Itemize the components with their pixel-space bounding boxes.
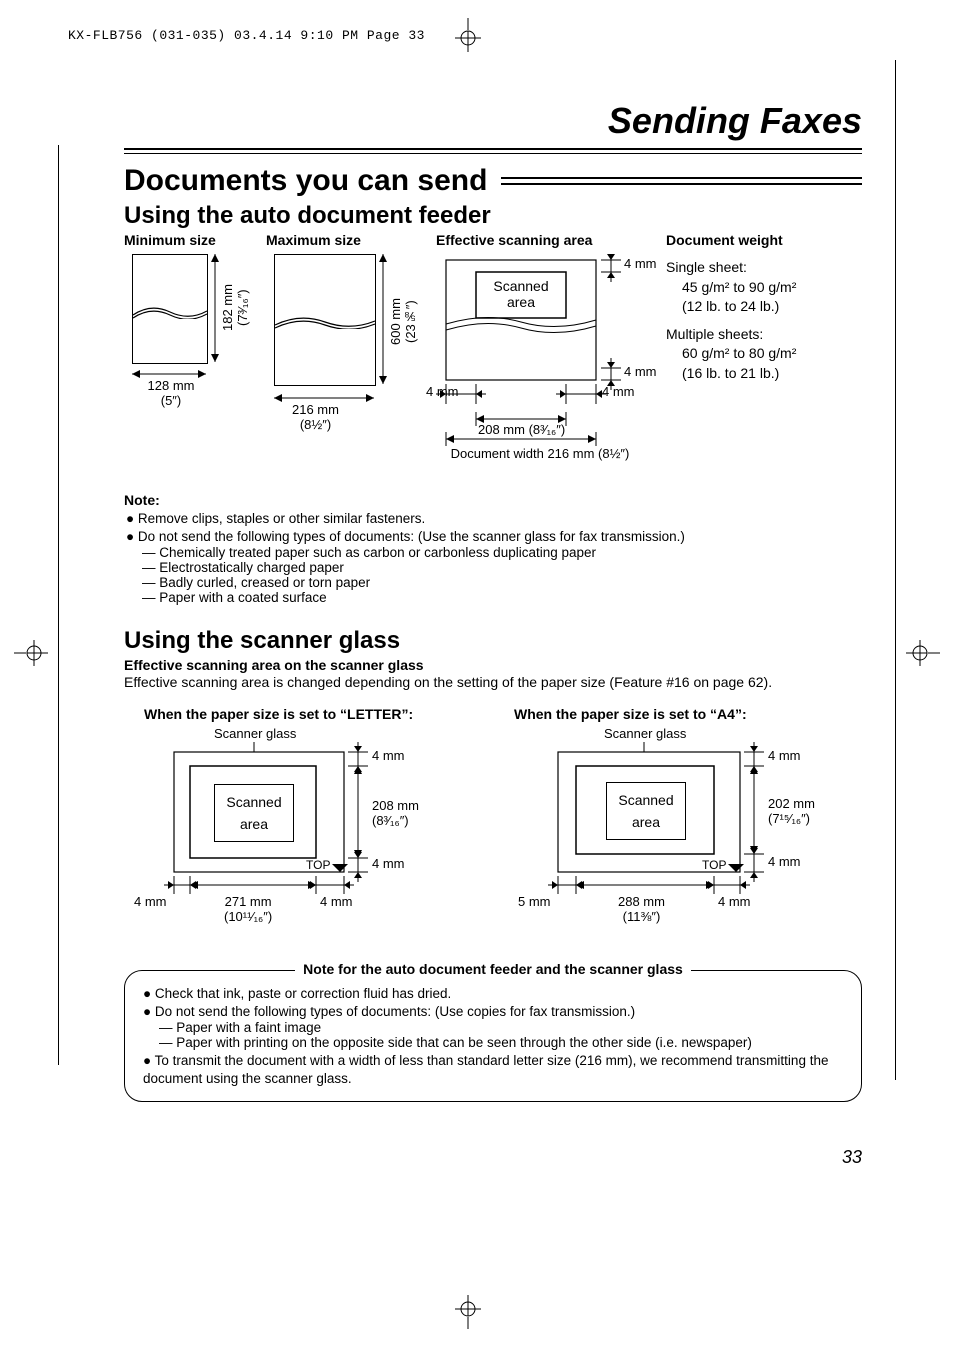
note-subitem: Badly curled, creased or torn paper: [142, 575, 862, 590]
dim-4mm: 4 mm: [768, 854, 801, 869]
col-header-min: Minimum size: [124, 232, 266, 248]
note-item: Do not send the following types of docum…: [126, 528, 862, 546]
dim-ml: 5 mm: [518, 894, 551, 909]
dim-max-height-in: (23⅝″): [403, 301, 418, 344]
note-subitem: Chemically treated paper such as carbon …: [142, 545, 862, 560]
paragraph-heading: Effective scanning area on the scanner g…: [124, 657, 862, 673]
dim-inner-width: 208 mm (8³⁄₁₆″): [478, 422, 565, 437]
scan-label: Scanned: [493, 278, 548, 294]
note-item: To transmit the document with a width of…: [143, 1052, 845, 1087]
col-header-weight: Document weight: [666, 232, 862, 248]
dim-h-mm: 208 mm: [372, 798, 419, 813]
rule: [124, 148, 862, 154]
dim-4mm: 4 mm: [372, 856, 405, 871]
notes-list: Remove clips, staples or other similar f…: [126, 510, 862, 545]
weight-single-value: 45 g/m² to 90 g/m²: [666, 278, 862, 298]
dim-4mm: 4 mm: [426, 384, 459, 399]
col-header-eff: Effective scanning area: [436, 232, 666, 248]
scan-label2: area: [215, 816, 293, 832]
trim-line: [895, 60, 896, 1080]
top-label: TOP: [306, 858, 330, 872]
crop-mark-left: [14, 640, 48, 666]
section-heading: Documents you can send: [124, 164, 862, 198]
note-item: Do not send the following types of docum…: [143, 1003, 845, 1021]
scan-label: Scanned: [215, 794, 293, 810]
scan-label2: area: [607, 814, 685, 830]
note-box: Note for the auto document feeder and th…: [124, 970, 862, 1102]
note-subitem: Paper with a faint image: [159, 1020, 845, 1035]
col-header-max: Maximum size: [266, 232, 436, 248]
dim-min-height-mm: 182 mm: [220, 285, 235, 332]
dim-4mm: 4 mm: [624, 256, 657, 271]
top-label: TOP: [702, 858, 726, 872]
weight-single-label: Single sheet:: [666, 258, 862, 278]
note-item: Check that ink, paste or correction flui…: [143, 985, 845, 1003]
notes-sublist: Chemically treated paper such as carbon …: [124, 545, 862, 605]
dim-w-in: (10¹¹⁄₁₆″): [224, 909, 272, 924]
letter-title: When the paper size is set to “LETTER”:: [124, 706, 454, 722]
trim-line: [58, 145, 59, 1065]
crop-mark-top: [455, 18, 481, 52]
weight-multi-lb: (16 lb. to 21 lb.): [666, 364, 862, 384]
subsection-heading: Using the scanner glass: [124, 627, 862, 655]
dim-w-in: (11⅜″): [623, 909, 661, 924]
dim-h-in: (7¹⁵⁄₁₆″): [768, 811, 810, 826]
dim-4mm: 4 mm: [372, 748, 405, 763]
note-subitem: Paper with a coated surface: [142, 590, 862, 605]
body-text: Effective scanning area is changed depen…: [124, 673, 862, 692]
weight-multi-label: Multiple sheets:: [666, 325, 862, 345]
crop-mark-right: [906, 640, 940, 666]
dim-ml: 4 mm: [134, 894, 167, 909]
dim-h-in: (8³⁄₁₆″): [372, 813, 409, 828]
section-heading-text: Documents you can send: [124, 164, 487, 198]
notes-list: To transmit the document with a width of…: [143, 1052, 845, 1087]
chapter-title: Sending Faxes: [124, 100, 862, 142]
dim-4mm: 4 mm: [624, 364, 657, 379]
rule: [501, 177, 862, 185]
dim-mr: 4 mm: [320, 894, 353, 909]
a4-title: When the paper size is set to “A4”:: [514, 706, 844, 722]
notes-sublist: Paper with a faint image Paper with prin…: [141, 1020, 845, 1050]
dim-doc-width: Document width 216 mm (8½″): [420, 446, 660, 461]
weight-multi-value: 60 g/m² to 80 g/m²: [666, 344, 862, 364]
dim-min-width-in: (5″): [161, 393, 182, 408]
dim-min-width-mm: 128 mm: [148, 378, 195, 393]
dim-max-width-in: (8½″): [300, 417, 331, 432]
crop-mark-bottom: [455, 1295, 481, 1329]
dim-w-mm: 288 mm: [618, 894, 665, 909]
subsection-heading: Using the auto document feeder: [124, 202, 862, 230]
dim-h-mm: 202 mm: [768, 796, 815, 811]
page-number: 33: [842, 1147, 862, 1168]
print-slug: KX-FLB756 (031-035) 03.4.14 9:10 PM Page…: [68, 28, 425, 43]
dim-max-width-mm: 216 mm: [292, 402, 339, 417]
note-item: Remove clips, staples or other similar f…: [126, 510, 862, 528]
dim-mr: 4 mm: [718, 894, 751, 909]
note-subitem: Electrostatically charged paper: [142, 560, 862, 575]
dim-max-height-mm: 600 mm: [388, 299, 403, 346]
scan-label: Scanned: [607, 792, 685, 808]
dim-4mm: 4 mm: [768, 748, 801, 763]
scan-label2: area: [507, 294, 535, 310]
dim-min-height-in: (7³⁄₁₆″): [235, 290, 250, 327]
note-box-title: Note for the auto document feeder and th…: [295, 961, 691, 977]
dim-4mm: 4 mm: [602, 384, 635, 399]
weight-single-lb: (12 lb. to 24 lb.): [666, 297, 862, 317]
note-subitem: Paper with printing on the opposite side…: [159, 1035, 845, 1050]
note-heading: Note:: [124, 492, 862, 508]
dim-w-mm: 271 mm: [225, 894, 272, 909]
notes-list: Check that ink, paste or correction flui…: [143, 985, 845, 1020]
